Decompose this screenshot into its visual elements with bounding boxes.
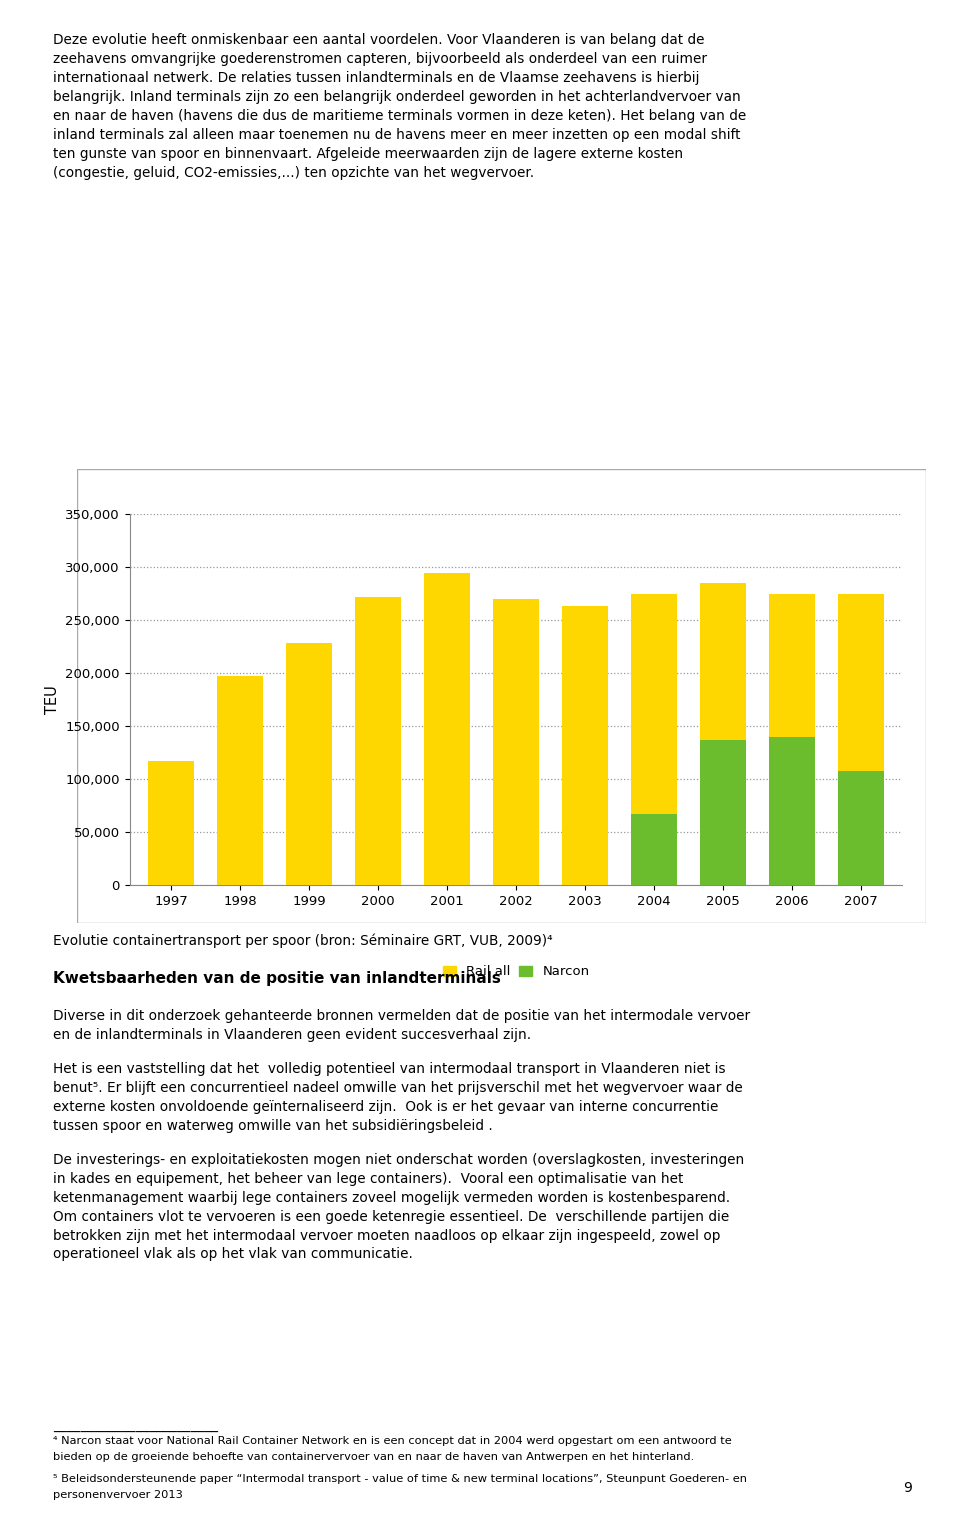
Bar [700, 740, 747, 885]
Text: internationaal netwerk. De relaties tussen inlandterminals en de Vlaamse zeehave: internationaal netwerk. De relaties tuss… [53, 71, 699, 85]
Legend: Rail all, Narcon: Rail all, Narcon [439, 961, 593, 982]
Y-axis label: TEU: TEU [45, 685, 60, 714]
Text: externe kosten onvoldoende geïnternaliseerd zijn.  Ook is er het gevaar van inte: externe kosten onvoldoende geïnternalise… [53, 1100, 718, 1114]
Text: ________________________: ________________________ [53, 1419, 218, 1433]
Text: Om containers vlot te vervoeren is een goede ketenregie essentieel. De  verschil: Om containers vlot te vervoeren is een g… [53, 1210, 729, 1224]
Text: (congestie, geluid, CO2-emissies,...) ten opzichte van het wegvervoer.: (congestie, geluid, CO2-emissies,...) te… [53, 165, 534, 180]
Bar [769, 593, 815, 737]
Text: bieden op de groeiende behoefte van containervervoer van en naar de haven van An: bieden op de groeiende behoefte van cont… [53, 1452, 694, 1462]
Bar [837, 595, 884, 770]
Text: Evolutie containertransport per spoor (bron: Séminaire GRT, VUB, 2009)⁴: Evolutie containertransport per spoor (b… [53, 934, 552, 949]
Text: Het is een vaststelling dat het  volledig potentieel van intermodaal transport i: Het is een vaststelling dat het volledig… [53, 1062, 726, 1076]
Text: Kwetsbaarheden van de positie van inlandterminals: Kwetsbaarheden van de positie van inland… [53, 971, 501, 986]
Text: 9: 9 [903, 1481, 912, 1495]
Text: inland terminals zal alleen maar toenemen nu de havens meer en meer inzetten op : inland terminals zal alleen maar toeneme… [53, 127, 740, 142]
Text: De investerings- en exploitatiekosten mogen niet onderschat worden (overslagkost: De investerings- en exploitatiekosten mo… [53, 1153, 744, 1167]
Text: ⁴ Narcon staat voor National Rail Container Network en is een concept dat in 200: ⁴ Narcon staat voor National Rail Contai… [53, 1436, 732, 1446]
Text: en naar de haven (havens die dus de maritieme terminals vormen in deze keten). H: en naar de haven (havens die dus de mari… [53, 109, 746, 123]
Text: personenvervoer 2013: personenvervoer 2013 [53, 1490, 182, 1499]
Text: zeehavens omvangrijke goederenstromen capteren, bijvoorbeeld als onderdeel van e: zeehavens omvangrijke goederenstromen ca… [53, 51, 707, 67]
Text: Deze evolutie heeft onmiskenbaar een aantal voordelen. Voor Vlaanderen is van be: Deze evolutie heeft onmiskenbaar een aan… [53, 33, 705, 47]
Bar [769, 737, 815, 885]
Bar [423, 573, 470, 885]
Text: in kades en equipement, het beheer van lege containers).  Vooral een optimalisat: in kades en equipement, het beheer van l… [53, 1173, 684, 1186]
Text: ketenmanagement waarbij lege containers zoveel mogelijk vermeden worden is koste: ketenmanagement waarbij lege containers … [53, 1191, 730, 1204]
Bar [631, 595, 678, 814]
Text: operationeel vlak als op het vlak van communicatie.: operationeel vlak als op het vlak van co… [53, 1248, 413, 1262]
Text: Diverse in dit onderzoek gehanteerde bronnen vermelden dat de positie van het in: Diverse in dit onderzoek gehanteerde bro… [53, 1009, 750, 1023]
Text: ten gunste van spoor en binnenvaart. Afgeleide meerwaarden zijn de lagere extern: ten gunste van spoor en binnenvaart. Afg… [53, 147, 683, 160]
Bar [217, 676, 263, 885]
Text: benut⁵. Er blijft een concurrentieel nadeel omwille van het prijsverschil met he: benut⁵. Er blijft een concurrentieel nad… [53, 1082, 742, 1095]
Bar [492, 599, 540, 885]
Bar [837, 770, 884, 885]
Text: belangrijk. Inland terminals zijn zo een belangrijk onderdeel geworden in het ac: belangrijk. Inland terminals zijn zo een… [53, 89, 740, 104]
Bar [700, 583, 747, 740]
Text: en de inlandterminals in Vlaanderen geen evident succesverhaal zijn.: en de inlandterminals in Vlaanderen geen… [53, 1029, 531, 1042]
FancyBboxPatch shape [77, 469, 926, 923]
Bar [354, 598, 401, 885]
Bar [562, 605, 609, 885]
Bar [285, 643, 332, 885]
Text: tussen spoor en waterweg omwille van het subsidiëringsbeleid .: tussen spoor en waterweg omwille van het… [53, 1120, 492, 1133]
Text: ⁵ Beleidsondersteunende paper “Intermodal transport - value of time & new termin: ⁵ Beleidsondersteunende paper “Intermoda… [53, 1474, 747, 1484]
Bar [631, 814, 678, 885]
Text: betrokken zijn met het intermodaal vervoer moeten naadloos op elkaar zijn ingesp: betrokken zijn met het intermodaal vervo… [53, 1229, 720, 1242]
Bar [148, 761, 195, 885]
